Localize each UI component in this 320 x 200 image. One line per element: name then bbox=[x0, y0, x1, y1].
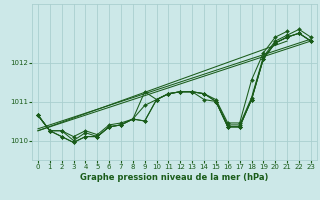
X-axis label: Graphe pression niveau de la mer (hPa): Graphe pression niveau de la mer (hPa) bbox=[80, 173, 268, 182]
